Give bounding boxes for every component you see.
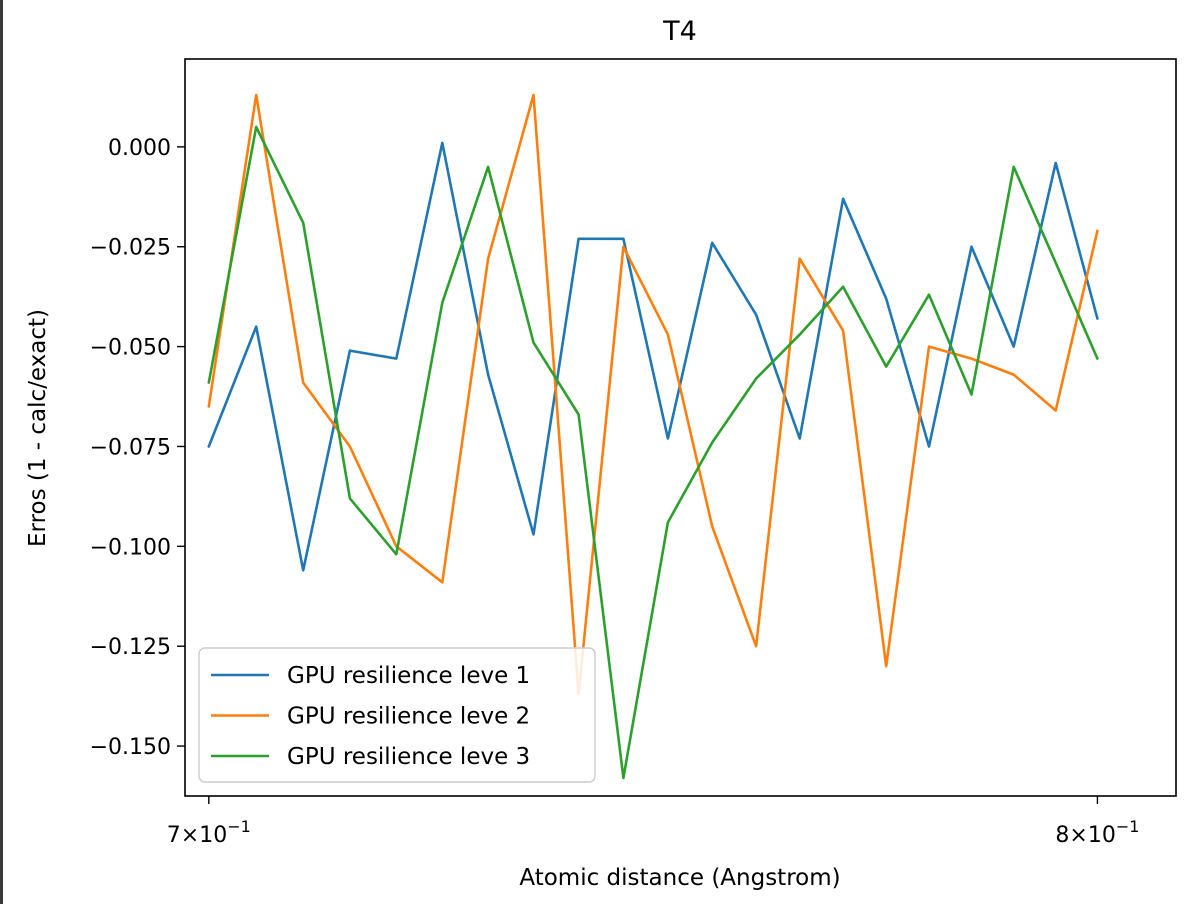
legend-label: GPU resilience leve 3: [287, 744, 530, 770]
series-lines: [207, 93, 1099, 780]
y-tick-label: −0.025: [90, 236, 171, 261]
y-tick-label: −0.125: [90, 635, 171, 660]
y-axis-label: Erros (1 - calc/exact): [25, 309, 51, 547]
y-tick-label: −0.150: [90, 735, 171, 760]
series-line-1: [207, 141, 1099, 572]
legend-box: [198, 647, 596, 783]
x-tick-label: 8×10−1: [1055, 817, 1139, 848]
y-axis-ticks: 0.000 −0.025 −0.050 −0.075 −0.100 −0.125 −0.15…: [90, 136, 185, 760]
y-tick-label: −0.075: [90, 435, 171, 460]
chart-title: T4: [662, 16, 697, 47]
x-axis-ticks: 7×10−1 8×10−1: [167, 796, 1139, 848]
y-tick-label: −0.050: [90, 336, 171, 361]
legend: GPU resilience leve 1 GPU resilience leve…: [198, 647, 596, 783]
plot-area-frame: [184, 58, 1177, 797]
line-chart: T4 0.000 −0.025 −0.050 −0.075 −0.100 −0.125 −0…: [25, 16, 1177, 891]
legend-label: GPU resilience leve 2: [287, 704, 530, 730]
y-tick-label: 0.000: [108, 136, 171, 161]
y-tick-label: −0.100: [90, 535, 171, 560]
x-axis-label: Atomic distance (Angstrom): [519, 865, 840, 891]
x-tick-label: 7×10−1: [167, 817, 251, 848]
series-line-3: [207, 125, 1099, 780]
legend-label: GPU resilience leve 1: [287, 663, 530, 689]
series-line-2: [207, 93, 1099, 696]
